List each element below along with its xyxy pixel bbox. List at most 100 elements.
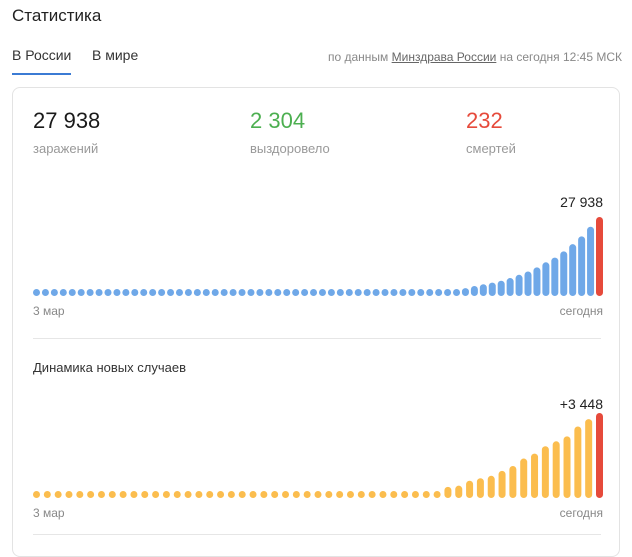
total-cases-bar-9 [113,289,121,296]
new-cases-bar-4 [76,491,84,498]
infected-label: заражений [33,141,99,156]
new-cases-bar-11 [152,491,160,498]
total-cases-bar-48 [461,288,469,296]
total-cases-bar-46 [444,289,452,296]
new-axis-start: 3 мар [33,506,65,520]
tab-russia[interactable]: В России [12,47,71,75]
total-cases-bar-47 [453,289,461,296]
new-cases-bar-38 [444,486,452,498]
total-cases-bar-32 [318,289,326,296]
new-cases-bar-35 [411,491,419,498]
total-cases-bar-62 [587,226,595,296]
total-cases-bar-30 [301,289,309,296]
total-axis-start: 3 мар [33,304,65,318]
total-cases-bar-20 [211,289,219,296]
new-cases-chart: +3 448 3 мар сегодня [33,383,603,520]
total-cases-bar-41 [399,289,407,296]
new-cases-bar-20 [249,491,257,498]
tab-world-label: В мире [92,47,139,63]
total-cases-bar-60 [569,244,577,296]
new-cases-bar-30 [357,491,365,498]
total-axis-end: сегодня [559,304,603,318]
new-cases-bar-40 [466,480,474,498]
total-cases-bar-56 [533,267,541,296]
new-cases-bar-0 [33,491,40,498]
total-cases-bar-38 [372,289,380,296]
total-cases-bar-21 [220,289,228,296]
new-cases-bar-18 [227,491,235,498]
total-cases-bar-18 [193,289,201,296]
total-cases-bar-53 [506,278,514,296]
total-cases-bar-3 [59,289,67,296]
total-cases-bar-15 [167,289,175,296]
total-cases-bar-43 [417,289,425,296]
total-cases-bar-28 [283,289,291,296]
stat-deaths: 232 смертей [466,108,516,156]
total-cases-bar-50 [479,284,487,296]
new-cases-bar-10 [141,491,149,498]
total-cases-bar-61 [578,236,586,296]
new-cases-bar-36 [422,491,430,498]
new-cases-bar-13 [173,491,181,498]
total-cases-bar-5 [77,289,85,296]
divider [33,534,601,535]
total-cases-bar-0 [33,289,40,296]
total-cases-bar-34 [336,289,344,296]
new-cases-bar-29 [346,491,354,498]
new-cases-bar-27 [325,491,333,498]
total-cases-bar-17 [184,289,192,296]
statistics-card: 27 938 заражений 2 304 выздоровело 232 с… [12,87,620,557]
total-cases-bar-36 [354,289,362,296]
new-cases-bar-47 [541,446,549,498]
divider [33,338,601,339]
new-cases-bar-48 [552,441,560,498]
total-cases-bar-25 [256,289,264,296]
total-cases-bar-6 [86,289,94,296]
new-cases-bar-2 [54,491,62,498]
new-cases-bar-33 [390,491,398,498]
new-cases-bar-43 [498,470,506,498]
new-cases-bar-45 [520,458,528,498]
total-cases-bar-4 [68,289,76,296]
new-axis-end: сегодня [559,506,603,520]
new-cases-bar-50 [574,426,582,498]
total-cases-bar-54 [515,274,523,296]
stat-infected: 27 938 заражений [33,108,100,156]
infected-count: 27 938 [33,108,101,133]
new-cases-bars [33,413,603,498]
new-cases-bar-44 [509,465,517,498]
total-cases-bar-24 [247,289,255,296]
total-cases-bar-19 [202,289,210,296]
new-cases-bar-24 [292,491,300,498]
new-cases-bar-17 [217,491,225,498]
total-cases-bar-31 [310,289,318,296]
total-cases-bar-2 [50,289,58,296]
total-cases-bar-40 [390,289,398,296]
source-link[interactable]: Минздрава России [391,50,497,64]
new-cases-bar-34 [401,491,409,498]
total-cases-bar-45 [435,289,443,296]
total-cases-chart: 27 938 3 мар сегодня [33,193,603,323]
data-source: по данным Минздрава России на сегодня 12… [328,50,622,64]
total-cases-bar-49 [470,285,478,296]
tab-world[interactable]: В мире [92,47,138,63]
active-tab-indicator [12,73,71,75]
total-cases-bars [33,217,603,296]
page-title: Статистика [12,6,102,25]
total-cases-bar-16 [175,289,183,296]
new-cases-bar-42 [487,475,495,498]
total-cases-bar-37 [363,289,371,296]
total-cases-bar-26 [265,289,273,296]
total-cases-bar-35 [345,289,353,296]
total-cases-bar-52 [497,280,505,296]
total-cases-bar-12 [140,289,148,296]
new-cases-bar-22 [271,491,279,498]
new-cases-bar-37 [433,491,441,498]
total-cases-bar-51 [488,282,496,296]
total-cases-bar-1 [41,289,49,296]
new-cases-bar-1 [43,491,51,498]
total-cases-bar-27 [274,289,282,296]
new-cases-bar-16 [206,491,214,498]
total-cases-bar-42 [408,289,416,296]
new-cases-bar-49 [563,436,571,498]
